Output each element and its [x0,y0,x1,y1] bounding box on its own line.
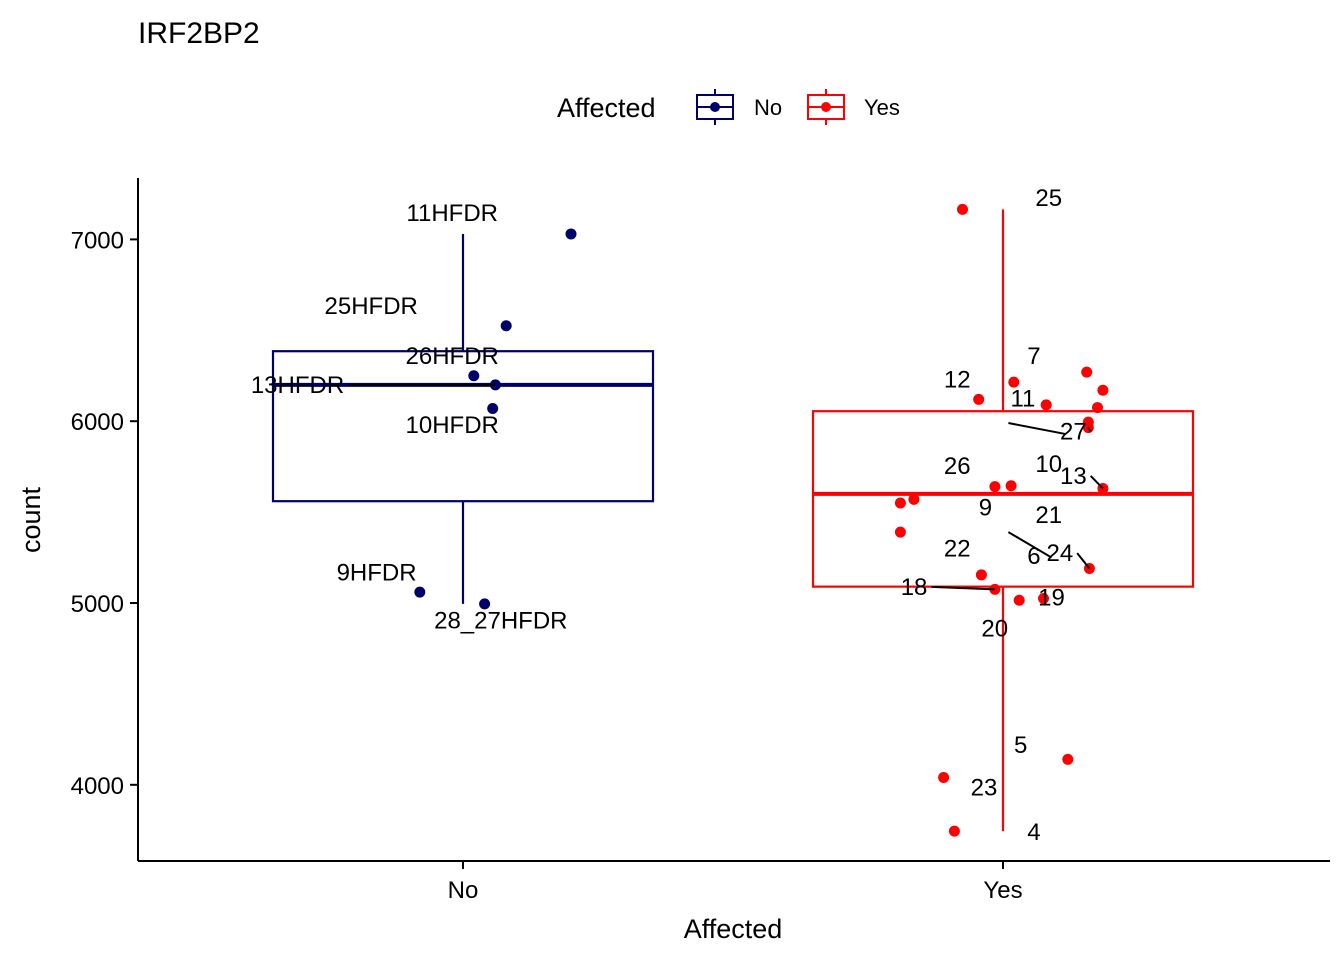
point-label: 10HFDR [406,412,499,439]
legend-label-yes: Yes [864,95,900,120]
data-point [894,497,906,509]
data-point [948,825,960,837]
point-label: 22 [944,536,971,563]
legend-title: Affected [557,93,656,123]
point-label: 24 [1046,540,1073,567]
data-point [468,370,480,382]
point-label: 9HFDR [337,559,417,586]
point-label: 5 [1014,732,1027,759]
data-point [1092,402,1103,414]
point-label: 6 [1027,543,1040,570]
chart-title: IRF2BP2 [138,17,260,50]
y-axis-title: count [16,486,46,553]
box-no [271,350,655,503]
point-label: 18 [901,574,928,601]
point-label: 11 [1010,386,1035,413]
data-point [1013,594,1025,606]
data-point [1081,366,1093,378]
leader-line [931,585,995,591]
data-point [989,481,1001,493]
point-label: 26 [944,453,971,480]
data-point [500,320,512,332]
point-label: 13 [1060,463,1087,490]
legend: Affected No Yes [557,89,900,125]
leader-line [1008,422,1066,435]
leader-line [1089,475,1104,490]
leader-line [1007,531,1053,559]
point-label: 20 [981,616,1008,643]
point-label: 23 [971,775,998,802]
data-point [975,569,987,581]
data-point [908,493,920,505]
point-label: 4 [1027,819,1040,846]
point-label: 28_27HFDR [434,607,567,634]
point-label: 11HFDR [406,200,498,227]
point-label: 7 [1027,343,1040,370]
data-point [565,228,577,240]
plot-area: 11HFDR 25HFDR 26HFDR 13HFDR 10HFDR 9HFDR 28_27… [251,185,1195,846]
point-label: 26HFDR [406,343,499,370]
point-label: 25 [1035,185,1062,212]
x-tick-label: Yes [983,877,1022,904]
y-tick-label: 6000 [71,409,124,436]
data-point [487,402,499,414]
point-label: 27 [1060,418,1087,445]
legend-key-dot-yes [821,102,831,112]
data-point [479,598,491,610]
legend-label-no: No [754,95,782,120]
point-label: 10 [1035,451,1062,478]
axes: 4000 5000 6000 7000 No Yes Affected count [16,178,1330,944]
data-point [1038,592,1049,604]
point-label: 19 [1038,585,1065,612]
data-point [1040,399,1052,411]
y-tick-label: 7000 [71,227,124,254]
point-label: 25HFDR [325,293,418,320]
data-point [1005,480,1017,492]
data-point [414,586,426,598]
data-point [938,772,950,784]
point-label: 12 [944,367,971,394]
x-tick-label: No [448,877,479,904]
data-point [973,393,985,405]
point-label: 21 [1035,502,1062,529]
data-point [1008,376,1020,388]
point-label: 13HFDR [251,372,344,399]
data-point [1062,753,1074,765]
point-label: 9 [979,495,992,522]
x-axis-title: Affected [684,914,783,944]
box-yes [811,410,1195,588]
data-point [957,203,968,215]
legend-key-dot-no [710,102,720,112]
y-tick-label: 5000 [71,591,124,618]
data-point [894,526,906,538]
leader-line [1087,427,1092,432]
y-tick-label: 4000 [71,773,124,800]
leader-line [1076,552,1091,570]
data-point [1097,384,1109,396]
